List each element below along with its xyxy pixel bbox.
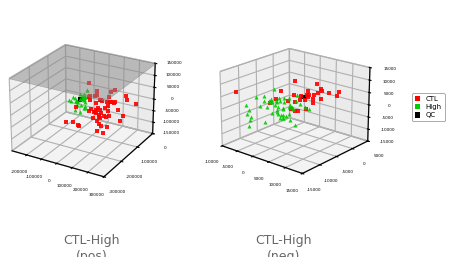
Text: CTL-High
(neg): CTL-High (neg) [255, 234, 312, 257]
Text: CTL-High
(pos): CTL-High (pos) [63, 234, 120, 257]
Legend: CTL, High, QC: CTL, High, QC [412, 93, 445, 121]
